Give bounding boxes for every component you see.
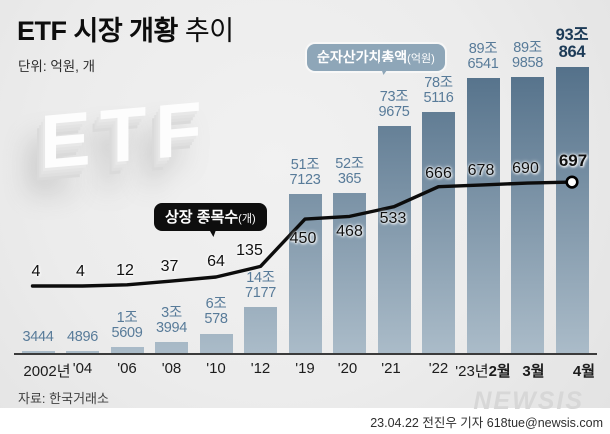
bar-value-label: 51조 7123 (289, 156, 321, 188)
x-axis-line (14, 353, 597, 356)
credit-line: 23.04.22 전진우 기자 618tue@newsis.com (370, 416, 603, 430)
trend-line-chart (30, 175, 579, 288)
net-asset-callout-label: 순자산가치총액 (317, 49, 408, 65)
bar-value-label: 3조 3994 (155, 304, 188, 336)
x-axis-label: '19 (295, 360, 315, 377)
bar-value-label: 89조 9858 (511, 39, 544, 71)
line-value-label: 666 (425, 164, 452, 182)
x-axis-label: '06 (117, 360, 137, 377)
line-value-label: 64 (207, 253, 225, 270)
x-axis-label: '23년2월 (455, 363, 511, 380)
x-axis-label: '21 (381, 360, 401, 377)
bar (21, 350, 55, 355)
net-asset-callout: 순자산가치총액(억원) (307, 44, 445, 82)
title-suffix: 추이 (177, 16, 234, 46)
listed-count-callout: 상장 종목수(개) (154, 203, 267, 244)
line-value-label: 450 (289, 230, 317, 248)
title-main: ETF 시장 개황 (17, 16, 178, 46)
bar-value-label: 52조 365 (335, 155, 364, 187)
bar (377, 125, 411, 355)
bar-value-label: 1조 5609 (111, 310, 143, 342)
bar (422, 111, 455, 355)
bar-value-label: 73조 9675 (378, 88, 410, 120)
line-value-label: 690 (512, 160, 539, 178)
bar (466, 77, 500, 355)
line-value-label: 533 (379, 209, 407, 227)
line-value-label: 468 (336, 223, 363, 241)
x-axis-label: '12 (250, 360, 271, 377)
x-axis-label: '22 (428, 360, 449, 377)
page-title: ETF 시장 개황 추이 (17, 9, 234, 48)
bar (110, 347, 144, 355)
x-axis-label: 4월 (572, 363, 596, 380)
bar-value-label: 93조 864 (555, 26, 589, 61)
x-axis-label: 2002년 (23, 363, 71, 380)
bar (333, 192, 366, 355)
line-endpoint-dot (565, 175, 579, 189)
bar (66, 350, 99, 355)
bar-value-label: 89조 6541 (467, 40, 499, 72)
bar-value-label: 3444 (22, 328, 54, 345)
x-axis-label: '04 (72, 360, 93, 377)
net-asset-callout-unit: (억원) (407, 53, 435, 65)
line-value-label: 37 (160, 258, 179, 276)
bar-value-label: 78조 5116 (423, 74, 454, 106)
bar-value-label: 14조 7177 (244, 269, 277, 301)
listed-count-callout-label: 상장 종목수 (165, 209, 239, 226)
bar (199, 333, 233, 355)
x-axis-label: '08 (161, 360, 182, 377)
x-axis-label: 3월 (522, 363, 545, 380)
unit-label: 단위: 억원, 개 (18, 59, 96, 74)
bar (155, 341, 188, 355)
newsis-logo: NEWSIS (473, 387, 584, 415)
line-value-label: 678 (467, 161, 495, 179)
line-value-label: 135 (236, 242, 263, 260)
x-axis-label: '10 (206, 360, 226, 377)
bar (555, 67, 589, 355)
bar (511, 76, 544, 355)
line-value-label: 4 (31, 263, 41, 280)
chart-area: ETF 시장 개황 추이 단위: 억원, 개 ETF 순자산가치총액(억원) 상… (0, 0, 610, 408)
line-value-label: 4 (76, 263, 85, 280)
listed-count-callout-unit: (개) (238, 213, 256, 225)
x-axis-label: '20 (337, 360, 358, 377)
line-value-label: 12 (116, 261, 134, 279)
bar-value-label: 4896 (66, 328, 99, 345)
line-value-label: 697 (558, 151, 588, 171)
bar-value-label: 6조 578 (204, 296, 228, 328)
bar (244, 306, 277, 355)
callout-tail-icon (204, 222, 222, 244)
source-label: 자료: 한국거래소 (18, 391, 109, 406)
